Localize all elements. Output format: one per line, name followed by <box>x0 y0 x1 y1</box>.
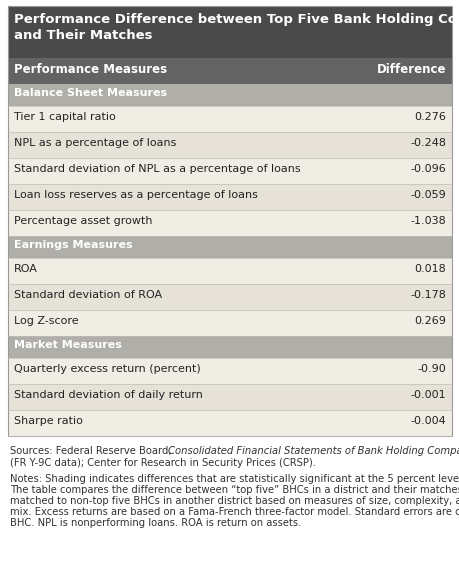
Bar <box>8 384 451 410</box>
Bar <box>8 106 451 132</box>
Text: The table compares the difference between “top five” BHCs in a district and thei: The table compares the difference betwee… <box>10 485 459 495</box>
Text: Balance Sheet Measures: Balance Sheet Measures <box>14 88 167 98</box>
Bar <box>8 358 451 384</box>
Bar <box>8 258 451 284</box>
Bar <box>8 284 451 310</box>
Bar <box>8 210 451 236</box>
Text: Market Measures: Market Measures <box>14 340 122 350</box>
Text: Sharpe ratio: Sharpe ratio <box>14 416 83 426</box>
Bar <box>8 410 451 436</box>
Bar <box>8 6 451 58</box>
Text: Percentage asset growth: Percentage asset growth <box>14 216 152 226</box>
Text: 0.269: 0.269 <box>413 316 445 326</box>
Text: Earnings Measures: Earnings Measures <box>14 240 132 250</box>
Text: -0.001: -0.001 <box>409 390 445 400</box>
Text: Standard deviation of daily return: Standard deviation of daily return <box>14 390 202 400</box>
Text: BHC. NPL is nonperforming loans. ROA is return on assets.: BHC. NPL is nonperforming loans. ROA is … <box>10 518 301 528</box>
Text: Tier 1 capital ratio: Tier 1 capital ratio <box>14 112 116 122</box>
Bar <box>8 132 451 158</box>
Text: Standard deviation of ROA: Standard deviation of ROA <box>14 290 162 300</box>
Bar <box>8 310 451 336</box>
Text: mix. Excess returns are based on a Fama-French three-factor model. Standard erro: mix. Excess returns are based on a Fama-… <box>10 507 459 517</box>
Text: Difference: Difference <box>375 63 445 76</box>
Bar <box>8 6 451 436</box>
Bar <box>8 336 451 358</box>
Text: Notes: Shading indicates differences that are statistically significant at the 5: Notes: Shading indicates differences tha… <box>10 474 459 484</box>
Text: Loan loss reserves as a percentage of loans: Loan loss reserves as a percentage of lo… <box>14 190 257 200</box>
Text: -0.178: -0.178 <box>409 290 445 300</box>
Text: NPL as a percentage of loans: NPL as a percentage of loans <box>14 138 176 148</box>
Text: 0.018: 0.018 <box>414 264 445 274</box>
Text: -0.90: -0.90 <box>416 364 445 374</box>
Text: (FR Y-9C data); Center for Research in Security Prices (CRSP).: (FR Y-9C data); Center for Research in S… <box>10 458 315 468</box>
Bar <box>8 184 451 210</box>
Text: ROA: ROA <box>14 264 38 274</box>
Bar <box>8 58 451 84</box>
Text: 0.276: 0.276 <box>413 112 445 122</box>
Text: Sources: Federal Reserve Board,: Sources: Federal Reserve Board, <box>10 446 174 456</box>
Text: Performance Measures: Performance Measures <box>14 63 167 76</box>
Text: matched to non-top five BHCs in another district based on measures of size, comp: matched to non-top five BHCs in another … <box>10 496 459 506</box>
Text: Performance Difference between Top Five Bank Holding Companies: Performance Difference between Top Five … <box>14 13 459 26</box>
Bar <box>8 236 451 258</box>
Text: -0.248: -0.248 <box>409 138 445 148</box>
Text: -0.004: -0.004 <box>409 416 445 426</box>
Bar <box>8 158 451 184</box>
Text: Quarterly excess return (percent): Quarterly excess return (percent) <box>14 364 200 374</box>
Bar <box>8 84 451 106</box>
Text: Consolidated Financial Statements of Bank Holding Companies: Consolidated Financial Statements of Ban… <box>168 446 459 456</box>
Text: Log Z-score: Log Z-score <box>14 316 78 326</box>
Text: -0.059: -0.059 <box>409 190 445 200</box>
Text: -0.096: -0.096 <box>409 164 445 174</box>
Text: and Their Matches: and Their Matches <box>14 29 152 42</box>
Text: Standard deviation of NPL as a percentage of loans: Standard deviation of NPL as a percentag… <box>14 164 300 174</box>
Text: -1.038: -1.038 <box>409 216 445 226</box>
